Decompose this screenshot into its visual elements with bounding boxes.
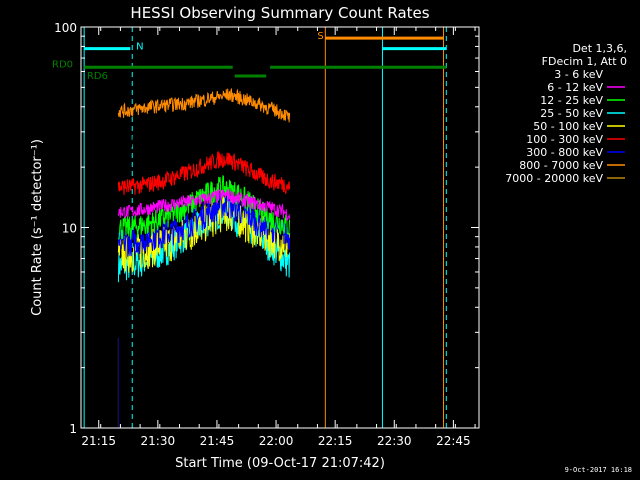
series-line-300-800-kev xyxy=(117,192,291,257)
y-tick-label: 100 xyxy=(54,21,77,35)
legend-entry: 800 - 7000 keV xyxy=(519,159,603,172)
legend-header: Det 1,3,6, xyxy=(572,42,627,55)
x-tick-label: 21:30 xyxy=(141,434,176,448)
legend-entry: 7000 - 20000 keV xyxy=(505,172,603,185)
x-tick-label: 22:15 xyxy=(318,434,353,448)
legend-entry: 6 - 12 keV xyxy=(547,81,603,94)
timestamp: 9-Oct-2017 16:18 xyxy=(564,466,632,474)
legend-entry: 12 - 25 keV xyxy=(540,94,603,107)
x-tick-label: 22:45 xyxy=(436,434,471,448)
legend-header: FDecim 1, Att 0 xyxy=(542,55,627,68)
y-axis-label: Count Rate (s⁻¹ detector⁻¹) xyxy=(30,139,45,316)
flag-label-n: N xyxy=(136,41,143,52)
legend-entry: 300 - 800 keV xyxy=(526,146,603,159)
series-line-100-300-kev xyxy=(117,150,291,196)
legend-entry: 25 - 50 keV xyxy=(540,107,603,120)
x-axis-label: Start Time (09-Oct-17 21:07:42) xyxy=(175,456,385,471)
series-line-800-7000-kev xyxy=(117,87,291,123)
x-tick-label: 21:45 xyxy=(200,434,235,448)
flag-label-rd6: RD6 xyxy=(87,71,108,82)
flag-label-s: S xyxy=(317,31,323,42)
x-tick-label: 21:15 xyxy=(81,434,116,448)
legend-entry: 50 - 100 keV xyxy=(533,120,603,133)
legend-entry: 100 - 300 keV xyxy=(526,133,603,146)
chart-title: HESSI Observing Summary Count Rates xyxy=(130,4,429,22)
flag-label-rd0: RD0 xyxy=(52,60,73,71)
legend-entry: 3 - 6 keV xyxy=(554,68,603,81)
y-tick-label: 10 xyxy=(62,222,77,236)
y-tick-label: 1 xyxy=(69,422,77,436)
x-tick-label: 22:30 xyxy=(377,434,412,448)
series-line-6-12-kev xyxy=(117,189,291,221)
series-line-3-6-kev xyxy=(117,116,291,153)
x-tick-label: 22:00 xyxy=(259,434,294,448)
